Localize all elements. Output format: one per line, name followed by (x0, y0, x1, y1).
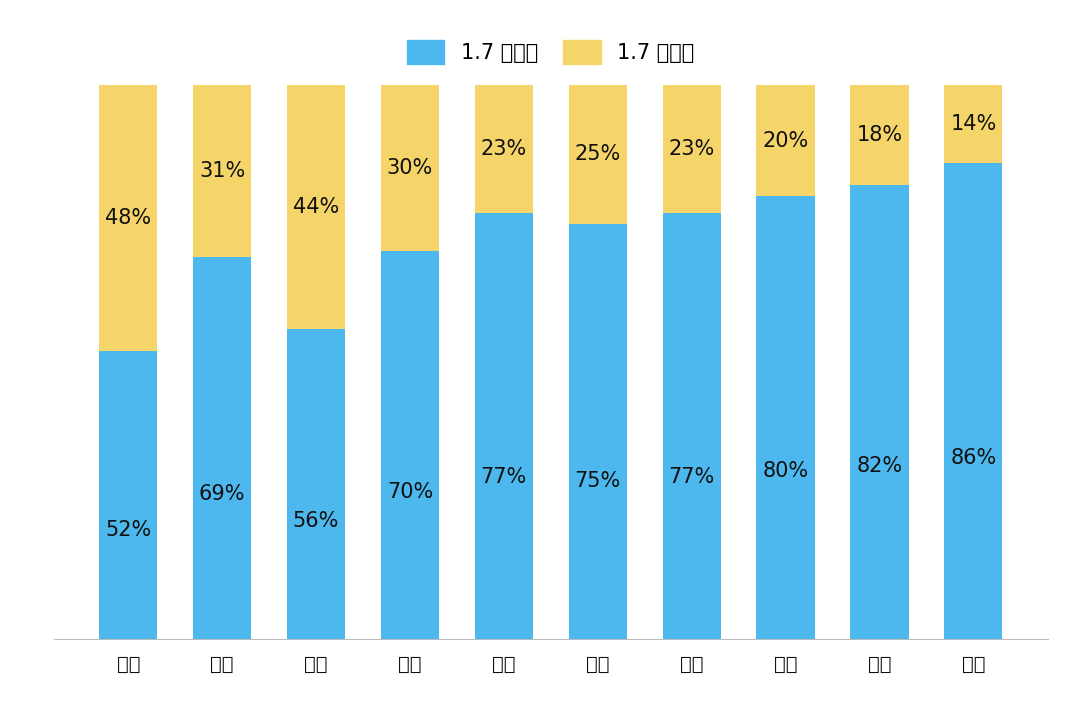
Bar (287, 329, 346, 639)
Text: 23%: 23% (481, 139, 527, 159)
Bar (662, 85, 720, 212)
Bar (850, 185, 908, 639)
Text: 77%: 77% (481, 467, 527, 487)
Text: 56%: 56% (293, 511, 339, 531)
Text: 52%: 52% (105, 520, 151, 540)
Text: 86%: 86% (950, 448, 997, 468)
Text: 31%: 31% (199, 161, 245, 181)
Bar (99, 351, 158, 639)
Text: 69%: 69% (199, 484, 245, 504)
Bar (944, 85, 1002, 163)
Bar (287, 85, 346, 329)
Bar (381, 85, 440, 251)
Bar (475, 85, 532, 212)
Text: 77%: 77% (669, 467, 715, 487)
Bar (569, 224, 626, 639)
Text: 80%: 80% (762, 461, 809, 481)
Bar (756, 85, 814, 196)
Text: 23%: 23% (669, 139, 715, 159)
Bar (475, 212, 532, 639)
Text: 82%: 82% (856, 457, 903, 476)
Bar (850, 85, 908, 185)
Bar (944, 163, 1002, 639)
Text: 44%: 44% (293, 197, 339, 217)
Text: 48%: 48% (105, 208, 151, 228)
Text: 18%: 18% (856, 125, 903, 145)
Text: 30%: 30% (387, 158, 433, 178)
Bar (193, 85, 252, 257)
Text: 14%: 14% (950, 114, 997, 134)
Text: 75%: 75% (575, 471, 621, 491)
Text: 20%: 20% (762, 131, 809, 151)
Text: 25%: 25% (575, 144, 621, 165)
Bar (99, 85, 158, 351)
Bar (662, 212, 720, 639)
Bar (756, 196, 814, 639)
Bar (193, 257, 252, 639)
Bar (569, 85, 626, 224)
Legend: 1.7 万以下, 1.7 万以上: 1.7 万以下, 1.7 万以上 (396, 29, 705, 74)
Text: 70%: 70% (387, 481, 433, 502)
Bar (381, 251, 440, 639)
